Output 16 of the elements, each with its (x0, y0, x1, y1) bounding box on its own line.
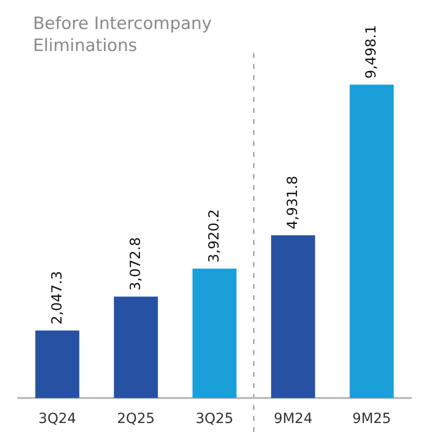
data-label: 9,498.1 (364, 25, 380, 79)
bar (350, 84, 394, 398)
chart-title: Before Intercompany Eliminations (33, 14, 212, 56)
bar (271, 235, 316, 398)
x-tick-label: 9M25 (352, 411, 392, 427)
bar (192, 268, 236, 398)
data-label: 2,047.3 (49, 271, 66, 324)
data-label: 4,931.8 (285, 176, 302, 230)
data-label: 3,072.8 (128, 237, 144, 291)
x-tick-label: 2Q25 (117, 411, 155, 427)
bar (35, 330, 80, 398)
x-tick-label: 3Q25 (196, 411, 234, 427)
bar (114, 296, 158, 398)
x-tick-label: 9M24 (274, 411, 313, 427)
x-tick-label: 3Q24 (38, 411, 76, 427)
data-label: 3,920.2 (206, 209, 222, 263)
